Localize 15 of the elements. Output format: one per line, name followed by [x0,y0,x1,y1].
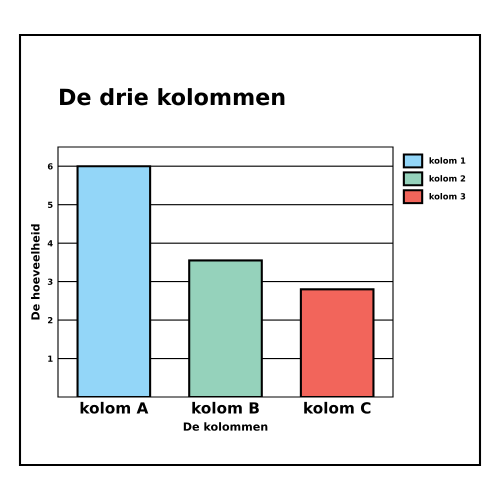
legend-label: kolom 2 [430,175,466,182]
y-tick-label: 2 [48,317,52,324]
y-tick-label: 6 [48,163,53,170]
legend-label: kolom 3 [430,193,466,200]
y-tick-label: 3 [48,278,52,285]
y-tick-label: 5 [48,202,53,208]
y-tick-label: 4 [48,240,53,246]
x-tick-label: kolom C [304,402,370,414]
y-tick-label: 1 [48,356,53,362]
x-tick-label: kolom B [192,402,259,414]
x-axis-title: De kolommen [184,422,268,431]
y-axis-title: De hoeveelheid [31,224,40,320]
chart-title: De drie kolommen [60,88,284,106]
legend-label: kolom 1 [430,157,466,164]
x-tick-label: kolom A [80,402,148,414]
